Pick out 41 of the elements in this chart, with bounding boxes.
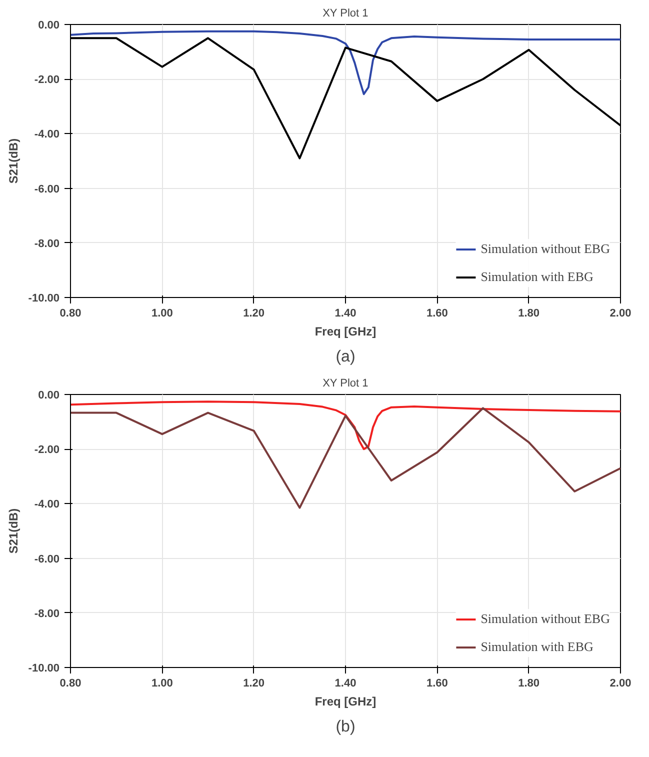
y-tick-label: -6.00 <box>34 553 60 566</box>
x-tick-label: 1.20 <box>243 308 265 320</box>
x-tick-label: 1.00 <box>151 678 173 690</box>
line-series <box>70 400 620 450</box>
legend-label: Simulation without EBG <box>480 611 610 627</box>
x-tick-label: 0.80 <box>60 678 82 690</box>
x-tick-label: 0.80 <box>60 308 82 320</box>
line-series <box>70 30 620 96</box>
x-axis-title: Freq [GHz] <box>314 694 376 708</box>
x-axis-title: Freq [GHz] <box>314 324 376 338</box>
y-axis-title: S21(dB) <box>6 508 20 554</box>
y-tick-label: 0.00 <box>38 390 60 402</box>
x-tick-label: 1.60 <box>426 308 448 320</box>
legend-label: Simulation with EBG <box>480 269 594 285</box>
x-tick-label: 1.00 <box>151 308 173 320</box>
x-tick-label: 2.00 <box>610 308 632 320</box>
chart-title: XY Plot 1 <box>322 8 368 20</box>
y-tick-label: -4.00 <box>34 128 60 141</box>
y-tick-label: 0.00 <box>38 20 60 32</box>
y-tick-label: -10.00 <box>28 662 60 674</box>
legend-label: Simulation without EBG <box>480 241 610 257</box>
x-tick-label: 1.40 <box>334 678 356 690</box>
y-tick-label: -10.00 <box>28 292 60 304</box>
line-series <box>70 407 620 509</box>
y-tick-label: -6.00 <box>34 183 60 196</box>
y-axis-title: S21(dB) <box>6 138 20 184</box>
x-tick-label: 1.80 <box>518 678 540 690</box>
x-tick-label: 1.80 <box>518 308 540 320</box>
x-tick-label: 1.40 <box>334 308 356 320</box>
text: (b) <box>336 718 356 736</box>
x-tick-label: 2.00 <box>610 678 632 690</box>
legend-label: Simulation with EBG <box>480 639 594 655</box>
y-tick-label: -2.00 <box>34 444 60 456</box>
y-tick-label: -8.00 <box>34 238 60 250</box>
text: (a) <box>336 348 356 366</box>
y-tick-label: -2.00 <box>34 74 60 86</box>
x-tick-label: 1.20 <box>243 678 265 690</box>
y-tick-label: -8.00 <box>34 608 60 620</box>
x-tick-label: 1.60 <box>426 678 448 690</box>
chart-title: XY Plot 1 <box>322 378 368 390</box>
y-tick-label: -4.00 <box>34 498 60 511</box>
